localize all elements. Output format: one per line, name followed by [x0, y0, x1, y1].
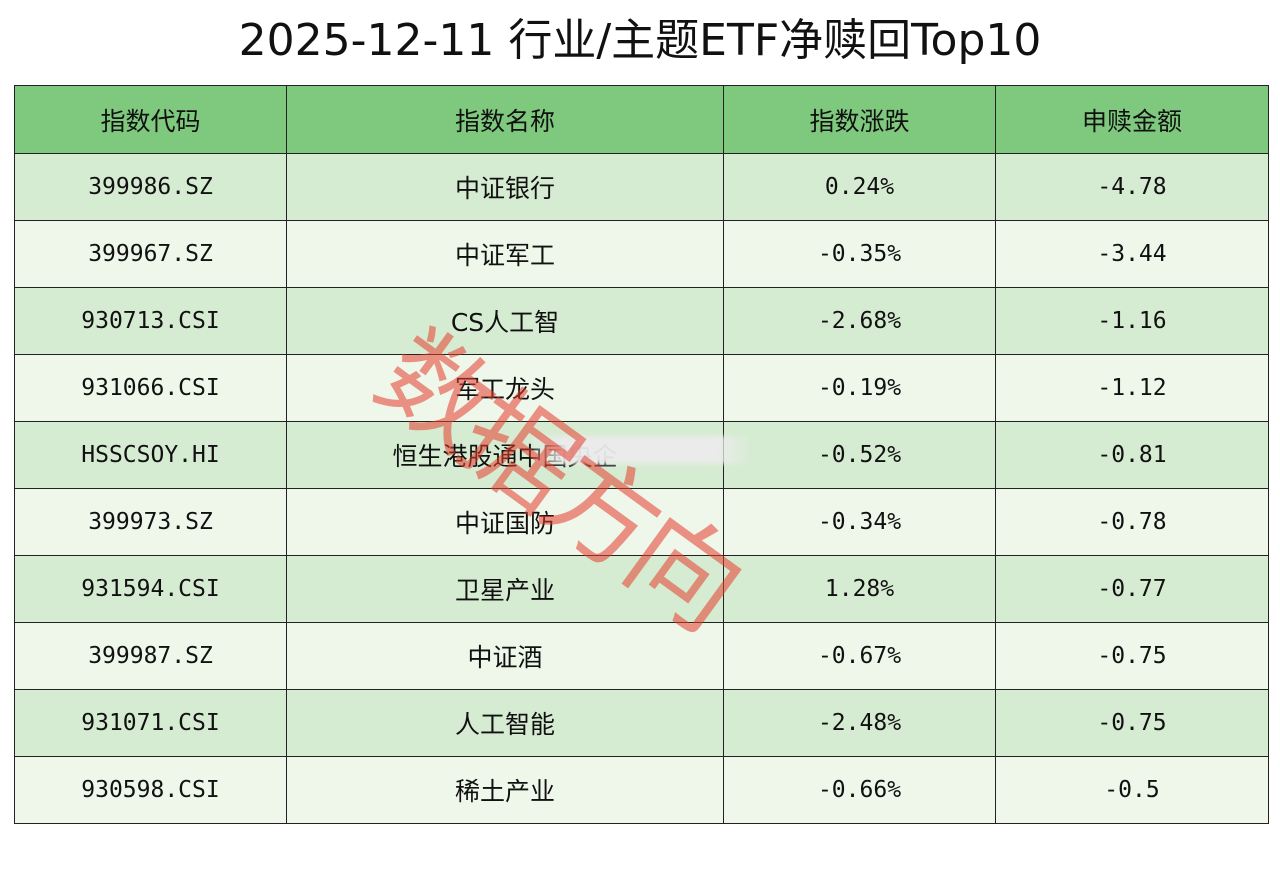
- table-row: 399967.SZ 中证军工 -0.35% -3.44: [14, 220, 1269, 288]
- cell-index-change: -0.52%: [723, 421, 996, 489]
- cell-index-change: -0.35%: [723, 220, 996, 288]
- cell-index-name: 人工智能: [286, 689, 724, 757]
- cell-redemption-amount: -1.16: [995, 287, 1269, 355]
- cell-index-change: -2.48%: [723, 689, 996, 757]
- table-row: 399973.SZ 中证国防 -0.34% -0.78: [14, 488, 1269, 556]
- cell-redemption-amount: -3.44: [995, 220, 1269, 288]
- cell-index-name: 军工龙头: [286, 354, 724, 422]
- cell-index-change: -0.19%: [723, 354, 996, 422]
- table-row: HSSCSOY.HI 恒生港股通中国央企 -0.52% -0.81: [14, 421, 1269, 489]
- cell-index-change: -0.67%: [723, 622, 996, 690]
- cell-redemption-amount: -0.75: [995, 622, 1269, 690]
- cell-index-name: 中证国防: [286, 488, 724, 556]
- cell-index-code: 399986.SZ: [14, 153, 287, 221]
- cell-index-code: 399973.SZ: [14, 488, 287, 556]
- cell-redemption-amount: -4.78: [995, 153, 1269, 221]
- page-title: 2025-12-11 行业/主题ETF净赎回Top10: [238, 15, 1042, 66]
- cell-redemption-amount: -0.75: [995, 689, 1269, 757]
- header-index-change: 指数涨跌: [723, 85, 996, 154]
- cell-redemption-amount: -0.81: [995, 421, 1269, 489]
- cell-index-code: 399987.SZ: [14, 622, 287, 690]
- cell-index-change: -0.34%: [723, 488, 996, 556]
- cell-index-code: 930598.CSI: [14, 756, 287, 824]
- table-row: 931071.CSI 人工智能 -2.48% -0.75: [14, 689, 1269, 757]
- cell-index-code: HSSCSOY.HI: [14, 421, 287, 489]
- table-header-row: 指数代码 指数名称 指数涨跌 申赎金额: [14, 85, 1269, 154]
- cell-index-change: 1.28%: [723, 555, 996, 623]
- cell-index-name: 中证军工: [286, 220, 724, 288]
- cell-index-code: 931066.CSI: [14, 354, 287, 422]
- table-row: 399987.SZ 中证酒 -0.67% -0.75: [14, 622, 1269, 690]
- cell-index-change: 0.24%: [723, 153, 996, 221]
- cell-index-code: 931594.CSI: [14, 555, 287, 623]
- cell-index-name: 卫星产业: [286, 555, 724, 623]
- header-index-name: 指数名称: [286, 85, 724, 154]
- cell-index-code: 930713.CSI: [14, 287, 287, 355]
- table-row: 931594.CSI 卫星产业 1.28% -0.77: [14, 555, 1269, 623]
- cell-index-name: 恒生港股通中国央企: [286, 421, 724, 489]
- table-row: 399986.SZ 中证银行 0.24% -4.78: [14, 153, 1269, 221]
- cell-index-change: -2.68%: [723, 287, 996, 355]
- cell-index-name: 中证酒: [286, 622, 724, 690]
- cell-redemption-amount: -0.77: [995, 555, 1269, 623]
- cell-index-change: -0.66%: [723, 756, 996, 824]
- cell-redemption-amount: -0.78: [995, 488, 1269, 556]
- table-row: 930713.CSI CS人工智 -2.68% -1.16: [14, 287, 1269, 355]
- header-redemption-amount: 申赎金额: [995, 85, 1269, 154]
- cell-redemption-amount: -1.12: [995, 354, 1269, 422]
- table-row: 930598.CSI 稀土产业 -0.66% -0.5: [14, 756, 1269, 824]
- table-row: 931066.CSI 军工龙头 -0.19% -1.12: [14, 354, 1269, 422]
- cell-index-code: 399967.SZ: [14, 220, 287, 288]
- cell-index-name: CS人工智: [286, 287, 724, 355]
- cell-index-code: 931071.CSI: [14, 689, 287, 757]
- cell-index-name: 稀土产业: [286, 756, 724, 824]
- cell-redemption-amount: -0.5: [995, 756, 1269, 824]
- header-index-code: 指数代码: [14, 85, 287, 154]
- etf-redemption-table: 指数代码 指数名称 指数涨跌 申赎金额 399986.SZ 中证银行 0.24%…: [14, 85, 1269, 824]
- cell-index-name: 中证银行: [286, 153, 724, 221]
